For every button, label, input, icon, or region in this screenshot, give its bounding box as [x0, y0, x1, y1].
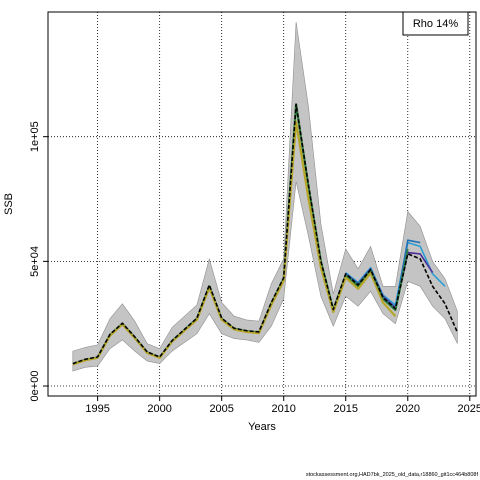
x-tick-label: 2025: [458, 403, 480, 415]
x-axis-title: Years: [248, 421, 276, 433]
x-tick-label: 2020: [396, 403, 420, 415]
plot-frame: [47, 11, 477, 397]
y-tick-label: 5e+04: [29, 246, 41, 277]
legend-text: Rho 14%: [413, 18, 458, 30]
x-axis: 1995 2000 2005 2010 2015 2020 2025: [85, 396, 480, 415]
y-axis: 0e+00 5e+04 1e+05: [29, 121, 48, 401]
legend-box: [402, 11, 469, 36]
y-tick-label: 0e+00: [29, 371, 41, 402]
series-lines: [72, 103, 459, 366]
x-tick-label: 1995: [85, 403, 109, 415]
x-tick-label: 2005: [209, 403, 233, 415]
y-axis-title: SSB: [3, 193, 15, 215]
x-tick-label: 2010: [271, 403, 295, 415]
series-line-7: [72, 103, 459, 365]
footer-source: stockassessment.org,HAD7bk_2025_old_data…: [306, 472, 479, 478]
series-line-2: [72, 120, 397, 366]
y-tick-label: 1e+05: [29, 121, 41, 152]
x-tick-label: 2015: [333, 403, 357, 415]
legend: Rho 14%: [402, 11, 469, 36]
x-tick-label: 2000: [147, 403, 171, 415]
grid-lines: [48, 12, 476, 396]
